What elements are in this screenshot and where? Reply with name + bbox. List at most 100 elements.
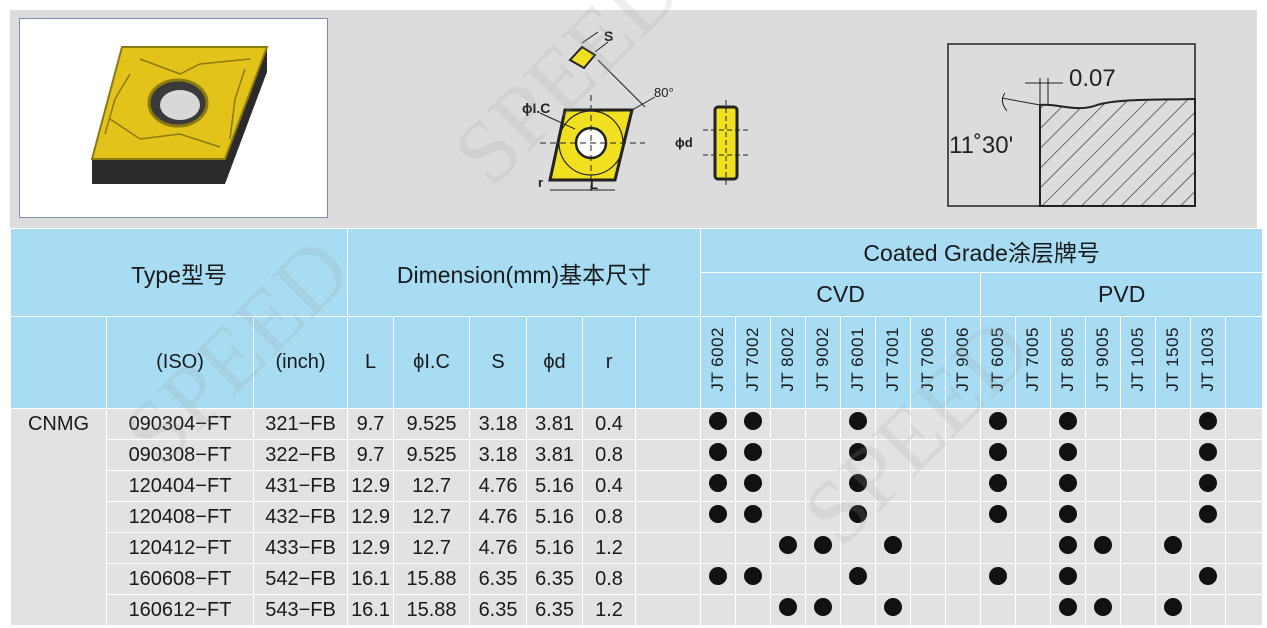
dimension-header: Dimension(mm)基本尺寸 xyxy=(347,228,702,317)
availability-dot xyxy=(709,443,728,461)
grade-cell xyxy=(1190,470,1227,502)
grade-cell xyxy=(1015,408,1052,440)
d-value-cell: 3.81 xyxy=(526,408,584,440)
cnmg-grade-table: Type型号 Dimension(mm)基本尺寸 Coated Grade涂层牌… xyxy=(9,228,1264,626)
grade-cell xyxy=(735,470,772,502)
grade-header-jt-7005: JT 7005 xyxy=(1015,316,1052,409)
l-value-cell: 16.1 xyxy=(347,594,395,626)
availability-dot xyxy=(779,598,798,616)
availability-dot xyxy=(1199,443,1218,461)
spacer-cell xyxy=(635,532,702,564)
grade-cell xyxy=(805,594,842,626)
grade-cell xyxy=(875,439,912,471)
l-value-cell: 9.7 xyxy=(347,439,395,471)
grade-header-jt-7001: JT 7001 xyxy=(875,316,912,409)
cvd-header: CVD xyxy=(700,272,982,317)
grade-cell xyxy=(1120,563,1157,595)
grade-cell xyxy=(945,439,982,471)
grade-cell xyxy=(735,501,772,533)
grade-cell xyxy=(980,470,1017,502)
grade-cell xyxy=(875,563,912,595)
d-label: ϕd xyxy=(675,135,693,150)
spacer-header xyxy=(635,316,702,409)
availability-dot xyxy=(744,474,763,492)
availability-dot xyxy=(1059,443,1078,461)
ic-value-cell: 15.88 xyxy=(393,563,471,595)
grade-label: JT 6005 xyxy=(988,327,1008,392)
s-value-cell: 4.76 xyxy=(469,470,528,502)
grade-header-jt-8005: JT 8005 xyxy=(1050,316,1087,409)
grade-cell xyxy=(980,501,1017,533)
r-value-cell: 1.2 xyxy=(582,594,637,626)
grade-cell xyxy=(840,563,877,595)
grade-cell xyxy=(1050,532,1087,564)
grade-label: JT 1505 xyxy=(1163,327,1183,392)
availability-dot xyxy=(1059,598,1078,616)
grade-header-jt-9002: JT 9002 xyxy=(805,316,842,409)
grade-cell xyxy=(1190,439,1227,471)
grade-cell xyxy=(1015,470,1052,502)
iso-code-cell: 090304−FT xyxy=(106,408,254,440)
angle-label: 80° xyxy=(654,85,674,100)
availability-dot xyxy=(1199,412,1218,430)
grade-cell xyxy=(1190,594,1227,626)
ic-header: ϕI.C xyxy=(393,316,471,409)
grade-label: JT 8002 xyxy=(778,327,798,392)
availability-dot xyxy=(989,412,1008,430)
grade-cell xyxy=(1085,532,1122,564)
grade-cell xyxy=(980,408,1017,440)
grade-cell xyxy=(735,408,772,440)
availability-dot xyxy=(744,412,763,430)
availability-dot xyxy=(779,536,798,554)
availability-dot xyxy=(814,536,833,554)
grade-cell xyxy=(945,532,982,564)
grade-label: JT 6001 xyxy=(848,327,868,392)
availability-dot xyxy=(849,412,868,430)
s-value-cell: 6.35 xyxy=(469,563,528,595)
inch-code-cell: 542−FB xyxy=(252,563,349,595)
availability-dot xyxy=(849,474,868,492)
grade-cell xyxy=(770,408,807,440)
d-value-cell: 6.35 xyxy=(526,563,584,595)
grade-cell xyxy=(805,501,842,533)
grade-cell xyxy=(945,563,982,595)
iso-code-cell: 160608−FT xyxy=(106,563,254,595)
availability-dot xyxy=(989,443,1008,461)
availability-dot xyxy=(849,505,868,523)
d-value-cell: 6.35 xyxy=(526,594,584,626)
grade-cell xyxy=(805,439,842,471)
grade-cell xyxy=(1155,470,1192,502)
availability-dot xyxy=(989,474,1008,492)
ic-value-cell: 15.88 xyxy=(393,594,471,626)
grade-label: JT 8005 xyxy=(1058,327,1078,392)
grade-cell xyxy=(770,594,807,626)
grade-label: JT 1003 xyxy=(1198,327,1218,392)
s-value-cell: 3.18 xyxy=(469,408,528,440)
grade-cell xyxy=(1085,594,1122,626)
grade-cell xyxy=(770,501,807,533)
s-label: S xyxy=(604,28,613,44)
ic-value-cell: 9.525 xyxy=(393,439,471,471)
grade-cell xyxy=(1120,594,1157,626)
inch-code-cell: 431−FB xyxy=(252,470,349,502)
s-value-cell: 4.76 xyxy=(469,501,528,533)
grade-cell xyxy=(1190,408,1227,440)
grade-cell xyxy=(875,594,912,626)
grade-cell xyxy=(1155,408,1192,440)
availability-dot xyxy=(1059,412,1078,430)
grade-cell xyxy=(945,501,982,533)
d-header: ϕd xyxy=(526,316,584,409)
grade-cell xyxy=(700,594,737,626)
geometry-diagram: S 80° ϕI.C r L ϕd xyxy=(520,25,770,200)
iso-header: (ISO) xyxy=(106,316,254,409)
d-value-cell: 5.16 xyxy=(526,501,584,533)
edge-width-label: 0.07 xyxy=(1069,65,1116,92)
l-label: L xyxy=(590,177,598,192)
grade-cell-end xyxy=(1225,501,1264,533)
availability-dot xyxy=(1164,598,1183,616)
grade-header-jt-8002: JT 8002 xyxy=(770,316,807,409)
grade-cell xyxy=(1155,439,1192,471)
availability-dot xyxy=(989,505,1008,523)
availability-dot xyxy=(709,412,728,430)
d-value-cell: 5.16 xyxy=(526,532,584,564)
